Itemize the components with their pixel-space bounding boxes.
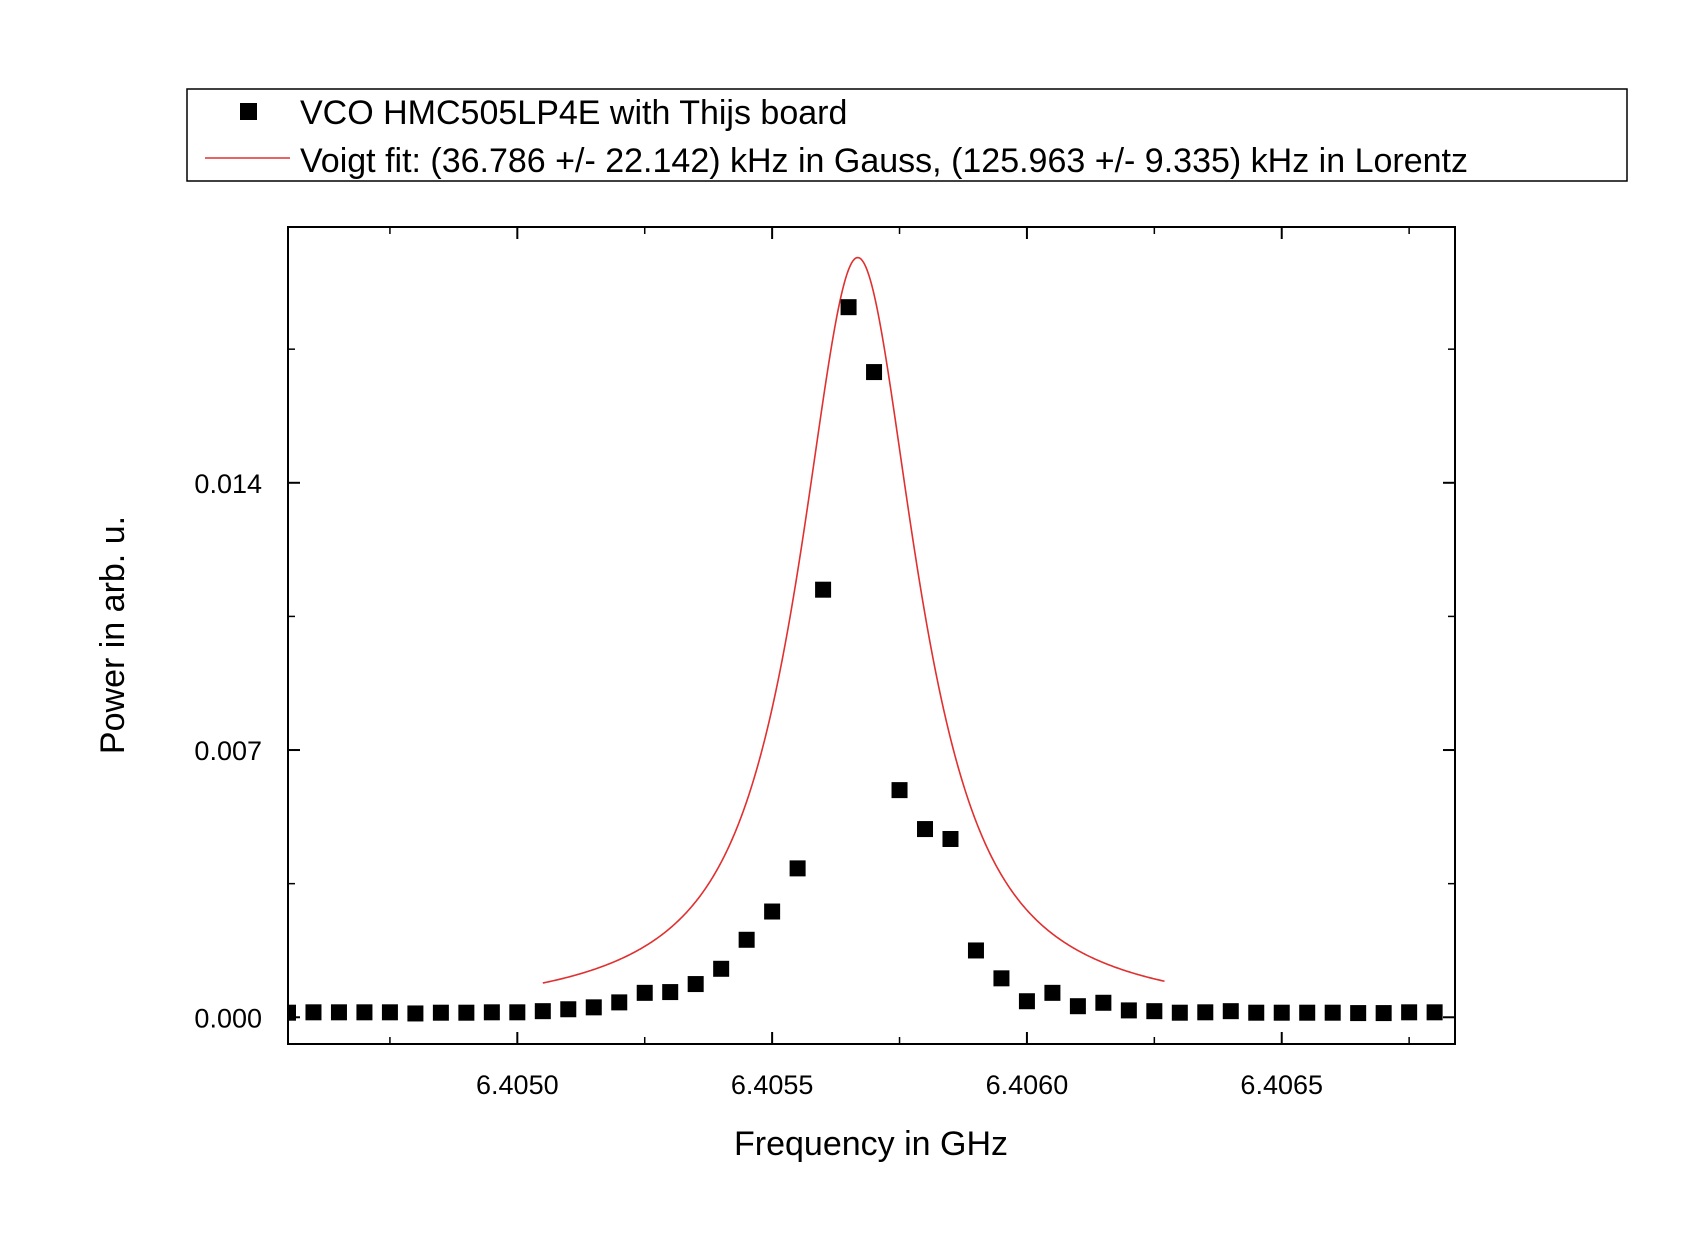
x-tick-label: 6.4050 [476,1070,559,1100]
data-point [534,1003,551,1020]
data-point [330,1004,347,1021]
data-point [942,830,959,847]
fit-curve [542,256,1165,984]
data-point [1273,1004,1290,1021]
data-point [483,1004,500,1021]
legend-box [186,88,1628,182]
legend-label-fit: Voigt fit: (36.786 +/- 22.142) kHz in Ga… [300,142,1468,180]
data-point [356,1004,373,1021]
legend-marker-square [240,103,257,120]
x-tick-label: 6.4060 [986,1070,1069,1100]
data-point [1299,1004,1316,1021]
data-point [1401,1004,1418,1021]
plot-frame [287,226,1456,1045]
data-point [993,970,1010,987]
data-point [1375,1005,1392,1022]
data-point [305,1004,322,1021]
y-tick-label: 0.014 [194,469,262,499]
data-point [381,1004,398,1021]
data-point [789,860,806,877]
data-point [662,984,679,1001]
x-axis-title: Frequency in GHz [734,1125,1008,1163]
data-point [1095,994,1112,1011]
data-point [1248,1004,1265,1021]
data-point [288,1004,296,1021]
data-point [636,984,653,1001]
data-point [815,581,832,598]
data-point [407,1005,424,1022]
data-point [891,782,908,799]
data-point [713,960,730,977]
y-tick-label: 0.000 [194,1003,262,1033]
fit-curve-layer [542,256,1165,984]
data-point [1324,1004,1341,1021]
data-point [509,1004,526,1021]
x-tick-label: 6.4055 [731,1070,814,1100]
data-point [1146,1003,1163,1020]
data-point [1426,1004,1443,1021]
axis-ticks [288,227,1455,1044]
x-tick-label: 6.4065 [1240,1070,1323,1100]
data-point [687,976,704,993]
data-point [764,903,781,920]
data-point [432,1004,449,1021]
data-point [1120,1002,1137,1019]
data-point [917,821,934,838]
data-point [458,1004,475,1021]
legend: VCO HMC505LP4E with Thijs board Voigt fi… [186,88,1628,182]
data-point [840,299,857,316]
y-tick-label: 0.007 [194,736,262,766]
data-point [611,994,628,1011]
legend-label-data: VCO HMC505LP4E with Thijs board [300,94,847,132]
data-point [1222,1003,1239,1020]
data-point [1171,1004,1188,1021]
data-point [1069,998,1086,1015]
data-point [560,1001,577,1018]
data-points-layer [288,299,1443,1022]
data-point [1044,984,1061,1001]
data-point [585,999,602,1016]
data-point [1018,993,1035,1010]
data-point [967,942,984,959]
data-point [1350,1005,1367,1022]
y-axis-title: Power in arb. u. [94,516,132,754]
data-point [738,931,755,948]
axis-tick-labels: 6.4050 6.4055 6.4060 6.4065 0.000 0.007 0.014 [194,469,1323,1100]
data-point [866,364,883,381]
data-point [1197,1004,1214,1021]
